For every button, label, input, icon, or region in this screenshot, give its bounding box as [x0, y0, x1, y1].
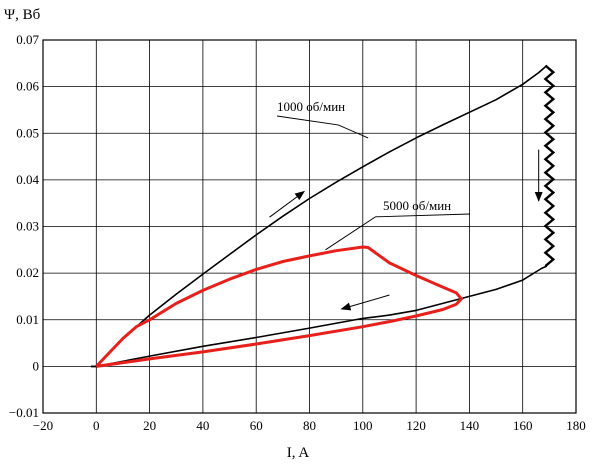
y-tick-label: 0.02	[16, 265, 39, 280]
y-tick-label: 0.01	[16, 312, 39, 327]
y-tick-label: 0.05	[16, 125, 39, 140]
x-tick-label: 40	[196, 418, 209, 433]
plot-frame	[42, 39, 577, 414]
y-tick-label: 0.06	[16, 79, 39, 94]
direction-arrow	[340, 294, 390, 311]
annotation-layer: 1000 об/мин 5000 об/мин	[276, 99, 471, 251]
y-axis-title: Ψ, Вб	[4, 7, 41, 23]
annotation-5000-label: 5000 об/мин	[383, 198, 451, 213]
x-tick-label: 60	[250, 418, 263, 433]
x-tick-label: 140	[460, 418, 480, 433]
grid	[43, 40, 576, 413]
annotation-1000-label: 1000 об/мин	[277, 99, 345, 114]
y-tick-labels: −0.01 0 0.01 0.02 0.03 0.04 0.05 0.06 0.07	[9, 32, 40, 420]
x-tick-label: 180	[566, 418, 586, 433]
x-tick-labels: −20 0 20 40 60 80 100 120 140 160 180	[33, 418, 586, 433]
series-1000-return-line	[91, 265, 548, 368]
annotation-1000-leader	[276, 115, 369, 139]
y-tick-label: −0.01	[9, 405, 39, 420]
x-axis-title: I, A	[287, 445, 310, 461]
y-tick-label: 0.07	[16, 32, 39, 47]
x-tick-label: 0	[93, 418, 100, 433]
annotation-5000-leader	[325, 213, 471, 251]
series-layer	[91, 64, 556, 368]
y-tick-label: 0.03	[16, 219, 39, 234]
series-1000-zigzag-line	[543, 64, 556, 268]
direction-arrow	[269, 190, 305, 218]
y-tick-label: 0	[33, 358, 40, 373]
x-tick-label: 160	[513, 418, 533, 433]
series-5000-loop-line	[95, 245, 463, 368]
x-tick-label: 20	[143, 418, 156, 433]
x-tick-label: −20	[33, 418, 53, 433]
x-tick-label: 100	[353, 418, 373, 433]
y-tick-label: 0.04	[16, 172, 39, 187]
x-tick-label: 120	[406, 418, 426, 433]
x-tick-label: 80	[303, 418, 316, 433]
arrow-layer	[269, 149, 543, 311]
